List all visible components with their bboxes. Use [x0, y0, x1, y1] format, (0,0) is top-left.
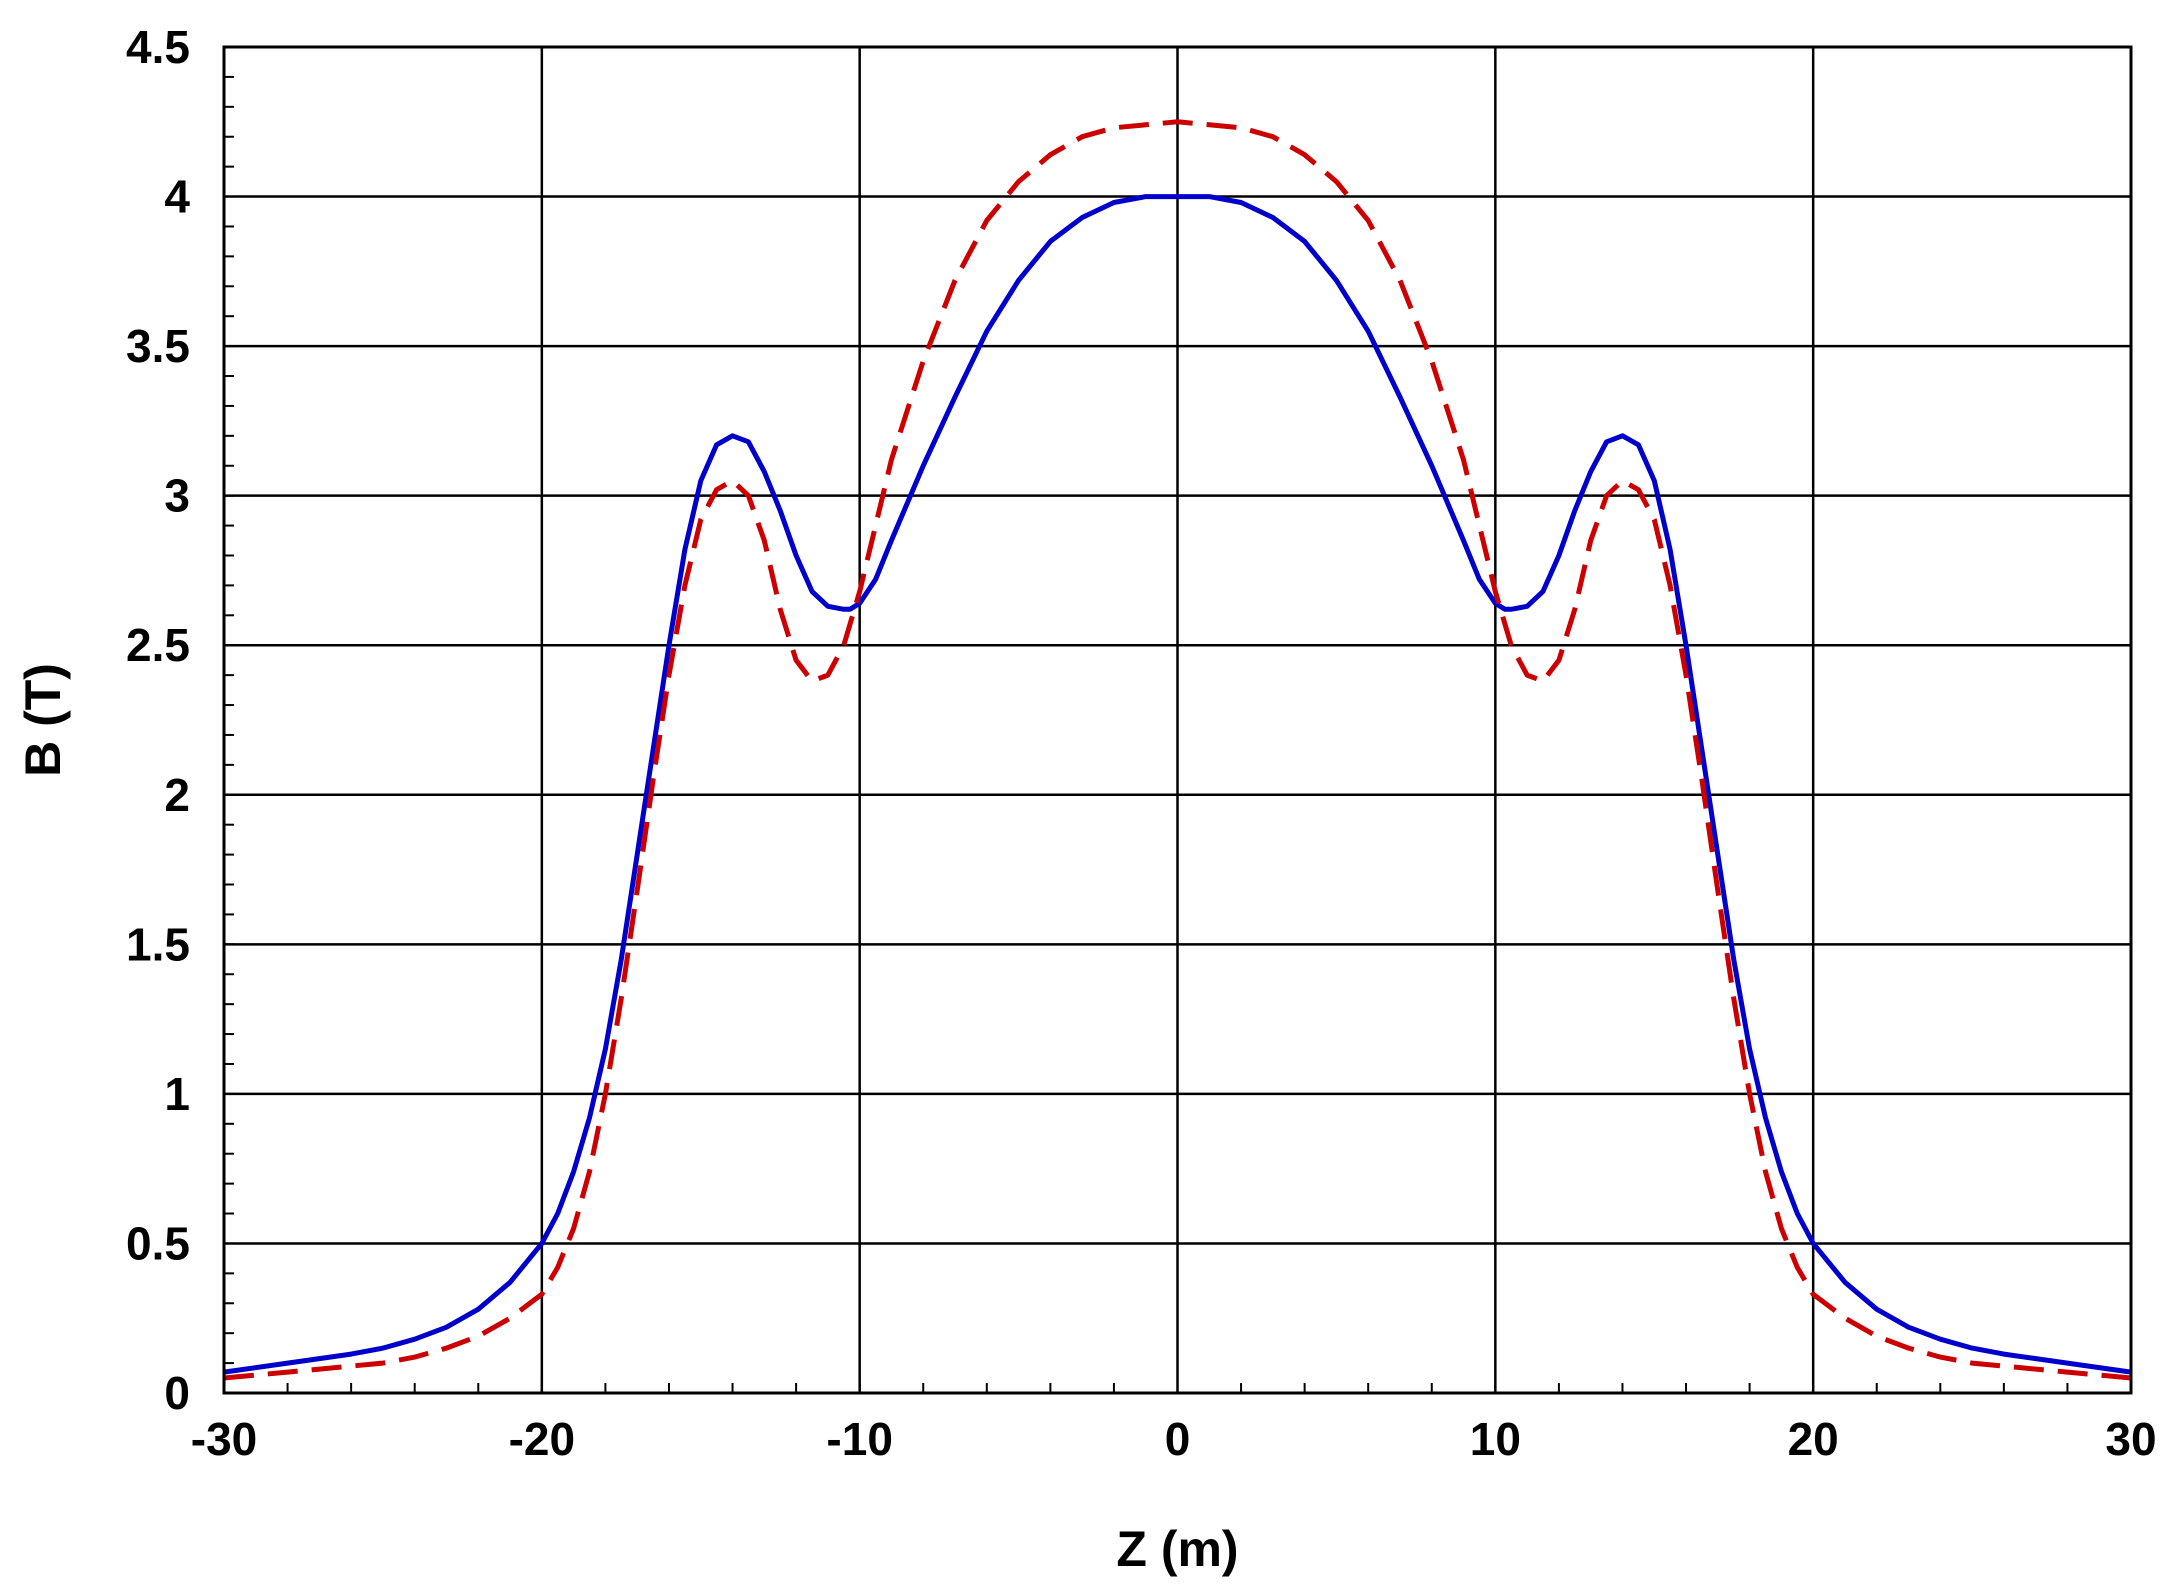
- series-line-solid: [223, 194, 2132, 1375]
- x-axis-title: Z (m): [1116, 1521, 1238, 1577]
- plot-frame: [222, 45, 2133, 1395]
- y-tick-label: 0: [164, 1367, 190, 1419]
- tick-labels: -30 -20 -10 0 10 20 30 0 0.5 1 1.5 2 2.5 3 3.5 4 4.5: [126, 21, 2157, 1465]
- y-tick-label: 2: [164, 769, 190, 821]
- x-tick-label: -30: [191, 1413, 257, 1465]
- series-lines: [223, 119, 2132, 1381]
- y-tick-label: 3.5: [126, 320, 190, 372]
- series-line-dashed: [223, 119, 2132, 1381]
- x-tick-label: -10: [826, 1413, 892, 1465]
- x-tick-label: 0: [1165, 1413, 1191, 1465]
- y-tick-label: 0.5: [126, 1217, 190, 1269]
- y-axis-title: B (T): [15, 663, 71, 777]
- x-tick-label: 30: [2105, 1413, 2156, 1465]
- y-tick-label: 1.5: [126, 918, 190, 970]
- y-tick-label: 4: [164, 171, 190, 223]
- y-tick-label: 2.5: [126, 619, 190, 671]
- x-tick-label: 10: [1470, 1413, 1521, 1465]
- x-tick-label: 20: [1788, 1413, 1839, 1465]
- y-tick-label: 1: [164, 1068, 190, 1120]
- minor-ticks: [223, 46, 2132, 1394]
- y-tick-label: 4.5: [126, 21, 190, 73]
- y-tick-label: 3: [164, 470, 190, 522]
- x-tick-label: -20: [509, 1413, 575, 1465]
